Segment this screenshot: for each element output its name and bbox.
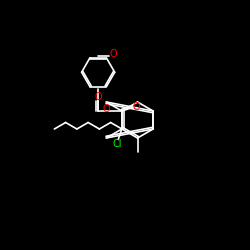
Text: Cl: Cl: [112, 139, 122, 149]
Text: O: O: [132, 102, 140, 112]
Text: O: O: [102, 104, 110, 114]
Text: O: O: [110, 49, 118, 59]
Text: O: O: [94, 92, 102, 102]
